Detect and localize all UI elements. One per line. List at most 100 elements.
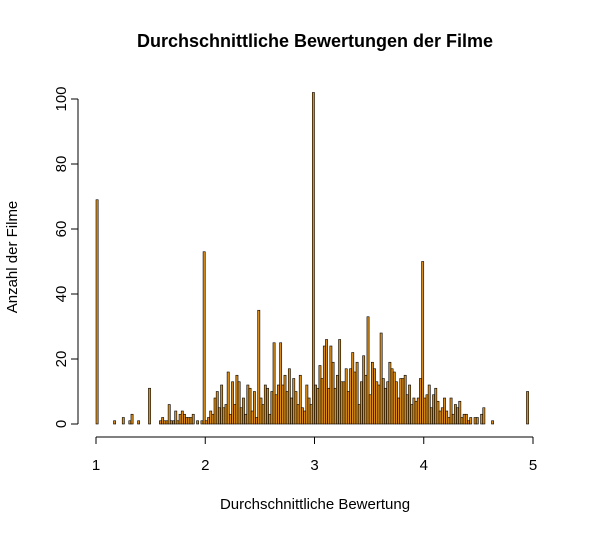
bar <box>294 391 298 425</box>
bar <box>237 381 241 425</box>
y-tick-label: 20 <box>53 351 70 368</box>
bar <box>467 420 470 425</box>
bar <box>427 384 431 425</box>
bar <box>180 410 184 425</box>
bar <box>305 384 309 425</box>
bar <box>460 417 464 425</box>
bar <box>432 394 435 425</box>
bar <box>268 413 272 425</box>
bar <box>440 407 444 425</box>
bar <box>331 361 335 425</box>
x-tick-label: 4 <box>420 457 428 474</box>
bar <box>261 404 265 425</box>
bar <box>414 400 418 425</box>
bar <box>189 417 193 425</box>
bar <box>392 371 396 425</box>
bar <box>209 410 213 425</box>
bar <box>242 397 245 425</box>
bar <box>314 384 317 425</box>
bar <box>312 92 315 425</box>
bar <box>231 381 234 425</box>
bar <box>281 384 285 425</box>
bar <box>412 397 416 425</box>
bar <box>176 420 180 425</box>
bar <box>377 384 381 425</box>
bar <box>270 391 274 425</box>
bar <box>213 397 217 425</box>
bar <box>373 368 376 425</box>
bar <box>259 397 263 425</box>
bar <box>172 420 175 425</box>
bar <box>163 420 167 425</box>
bar <box>390 368 394 425</box>
bar <box>161 417 165 425</box>
bar <box>296 404 300 425</box>
bar <box>395 381 398 425</box>
bar <box>346 391 350 425</box>
bar <box>482 407 486 425</box>
bar <box>95 199 99 425</box>
x-tick-label: 5 <box>529 457 537 474</box>
bar <box>167 404 171 425</box>
bar <box>159 420 162 425</box>
bar <box>169 420 173 425</box>
bar <box>130 413 134 425</box>
y-tick-label: 80 <box>53 156 70 173</box>
bar <box>218 407 221 425</box>
bar <box>364 374 368 425</box>
bar <box>375 381 379 425</box>
bar <box>246 384 250 425</box>
y-tick-label: 40 <box>53 286 70 303</box>
bar <box>405 394 409 425</box>
bar <box>360 381 363 425</box>
bar <box>329 345 333 425</box>
bar <box>436 400 440 425</box>
bar <box>491 420 494 425</box>
bar <box>298 374 302 425</box>
bar <box>449 397 453 425</box>
bar <box>408 384 411 425</box>
bar <box>121 417 125 425</box>
bar <box>279 342 283 425</box>
bar <box>165 420 169 425</box>
y-tick-label: 60 <box>53 221 70 238</box>
bar <box>443 397 446 425</box>
bar <box>403 374 407 425</box>
bar <box>451 413 455 425</box>
bar <box>357 404 361 425</box>
bar <box>419 378 422 425</box>
bar <box>475 417 479 425</box>
bar <box>434 387 438 425</box>
bar <box>410 404 414 425</box>
bar <box>204 420 208 425</box>
bar <box>185 417 189 425</box>
bar <box>469 417 473 425</box>
x-tick-label: 2 <box>201 457 209 474</box>
bar <box>244 413 248 425</box>
bar <box>257 309 261 425</box>
bar <box>148 387 151 425</box>
bar <box>274 394 278 425</box>
bar <box>445 410 449 425</box>
x-axis-label: Durchschnittliche Bewertung <box>220 496 410 513</box>
bar <box>342 381 346 425</box>
bar <box>226 371 230 425</box>
bar <box>381 378 385 425</box>
bar <box>473 417 477 425</box>
bar <box>113 420 116 425</box>
chart-title: Durchschnittliche Bewertungen der Filme <box>137 31 493 51</box>
bar <box>379 332 383 425</box>
y-tick-label: 100 <box>53 86 70 111</box>
bar <box>174 410 178 425</box>
bar <box>277 384 280 425</box>
bar <box>292 378 296 425</box>
bar <box>228 413 232 425</box>
bar <box>137 420 140 425</box>
bar <box>196 420 199 425</box>
bar <box>285 391 289 425</box>
bar <box>290 397 293 425</box>
bar <box>454 404 457 425</box>
bar <box>128 420 132 425</box>
bar <box>309 404 313 425</box>
bar <box>526 391 529 425</box>
